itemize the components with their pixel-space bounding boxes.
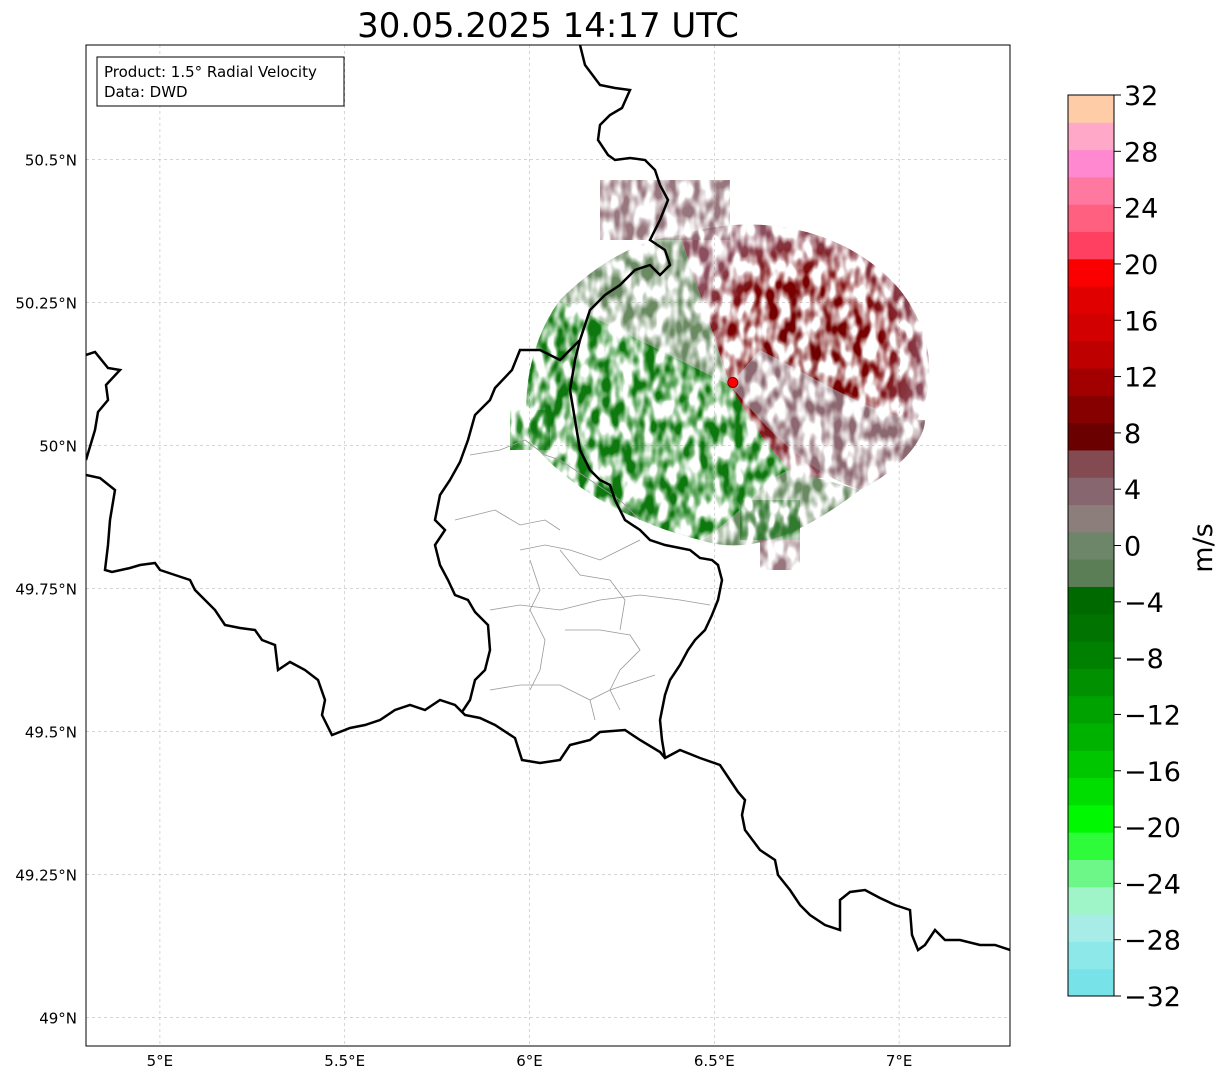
colorbar-tick-label: 0 — [1124, 532, 1141, 563]
colorbar-swatch — [1068, 832, 1114, 860]
colorbar-swatch — [1068, 613, 1114, 642]
map-title: 30.05.2025 14:17 UTC — [357, 6, 739, 46]
colorbar-swatches — [1068, 95, 1114, 997]
inbound-near-zero-region — [560, 235, 730, 385]
inbound-velocity-region — [526, 300, 790, 540]
info-box: Product: 1.5° Radial Velocity Data: DWD — [96, 56, 345, 107]
colorbar-tick-label: 24 — [1124, 194, 1158, 225]
lat-tick-label: 50.5°N — [25, 151, 77, 169]
colorbar-swatch — [1068, 777, 1114, 806]
colorbar-tick-label: −28 — [1124, 926, 1181, 957]
lon-tick-label: 5°E — [147, 1052, 174, 1070]
colorbar-swatch — [1068, 176, 1114, 205]
colorbar-tick-label: 12 — [1124, 363, 1158, 394]
colorbar-tick-label: 32 — [1124, 81, 1158, 112]
colorbar-swatch — [1068, 886, 1114, 915]
colorbar-swatch — [1068, 586, 1114, 615]
lat-tick-label: 49.25°N — [15, 866, 77, 884]
map-boundaries — [86, 45, 1010, 952]
radar-site-marker — [727, 376, 739, 388]
colorbar-tick-label: −32 — [1124, 982, 1181, 1013]
colorbar-swatch — [1068, 559, 1114, 587]
colorbar-swatch — [1068, 258, 1114, 287]
colorbar-swatch — [1068, 340, 1114, 369]
colorbar-tick-label: 8 — [1124, 419, 1141, 450]
colorbar-swatch — [1068, 149, 1114, 178]
colorbar-tick-label: 20 — [1124, 250, 1158, 281]
lat-tick-label: 49.5°N — [25, 723, 77, 741]
colorbar-swatch — [1068, 859, 1114, 888]
map-frame — [85, 44, 1011, 1047]
colorbar-tick-label: −20 — [1124, 813, 1181, 844]
longitude-tick-labels: 5°E 5.5°E 6°E 6.5°E 7°E — [147, 1052, 913, 1070]
colorbar-tick-label: 28 — [1124, 137, 1158, 168]
colorbar-swatch — [1068, 968, 1114, 997]
colorbar-tick-label: −12 — [1124, 700, 1181, 731]
colorbar-tick-label: −8 — [1124, 644, 1164, 675]
luxembourg-border — [433, 45, 724, 759]
lat-tick-label: 50.25°N — [15, 294, 77, 312]
colorbar-swatch — [1068, 395, 1114, 424]
colorbar-swatch — [1068, 695, 1114, 724]
colorbar-swatch — [1068, 722, 1114, 751]
lon-tick-label: 6°E — [516, 1052, 543, 1070]
colorbar-tick-label: −24 — [1124, 869, 1181, 900]
lat-tick-label: 49.75°N — [15, 580, 77, 598]
colorbar-swatch — [1068, 449, 1114, 478]
colorbar-swatch — [1068, 122, 1114, 151]
colorbar: −32 −28 −24 −20 −16 −12 −8 −4 0 4 8 12 16 20 24 28 32 m/… — [1067, 81, 1219, 1013]
colorbar-swatch — [1068, 204, 1114, 233]
colorbar-swatch — [1068, 313, 1114, 342]
colorbar-swatch — [1068, 531, 1114, 560]
colorbar-swatch — [1068, 504, 1114, 533]
radar-echo-field — [510, 180, 930, 570]
lat-tick-label: 50°N — [39, 437, 77, 455]
colorbar-swatch — [1068, 477, 1114, 506]
colorbar-swatch — [1068, 422, 1114, 451]
lon-tick-label: 7°E — [886, 1052, 913, 1070]
lon-tick-label: 5.5°E — [324, 1052, 365, 1070]
lat-tick-label: 49°N — [39, 1009, 77, 1027]
colorbar-swatch — [1068, 368, 1114, 396]
colorbar-swatch — [1068, 641, 1114, 669]
info-product: Product: 1.5° Radial Velocity — [104, 63, 317, 81]
colorbar-swatch — [1068, 95, 1114, 123]
colorbar-swatch — [1068, 804, 1114, 833]
lon-tick-label: 6.5°E — [694, 1052, 735, 1070]
colorbar-ticks: −32 −28 −24 −20 −16 −12 −8 −4 0 4 8 12 16 20 24 28 32 — [1114, 81, 1181, 1013]
latitude-tick-labels: 49°N 49.25°N 49.5°N 49.75°N 50°N 50.25°N 50.5°… — [15, 151, 77, 1027]
colorbar-swatch — [1068, 286, 1114, 314]
luxembourg-internal-boundaries — [454, 439, 711, 721]
colorbar-tick-label: −16 — [1124, 757, 1181, 788]
colorbar-swatch — [1068, 750, 1114, 779]
colorbar-swatch — [1068, 941, 1114, 970]
outbound-near-zero-region — [730, 350, 925, 490]
colorbar-swatch — [1068, 668, 1114, 697]
national-border-west — [86, 350, 1010, 952]
colorbar-swatch — [1068, 914, 1114, 942]
colorbar-tick-label: −4 — [1124, 588, 1164, 619]
colorbar-swatch — [1068, 231, 1114, 260]
colorbar-tick-label: 16 — [1124, 306, 1158, 337]
colorbar-tick-label: 4 — [1124, 475, 1141, 506]
colorbar-unit-label: m/s — [1188, 523, 1219, 572]
info-data-source: Data: DWD — [104, 83, 188, 101]
